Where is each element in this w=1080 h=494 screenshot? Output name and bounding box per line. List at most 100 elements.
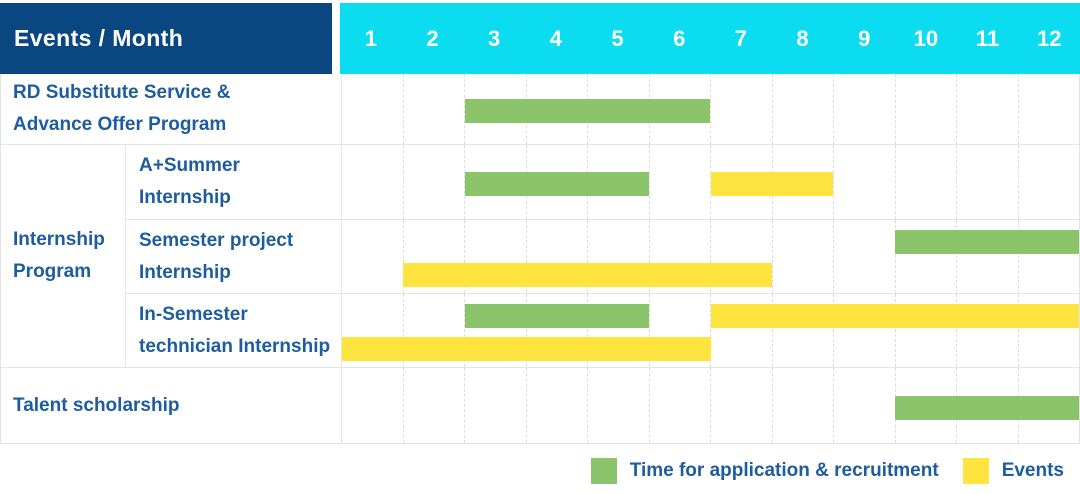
row-label-in-semester-technician: In-Semester technician Internship: [125, 293, 341, 367]
month-gridline-column: [710, 294, 772, 367]
month-gridline-column: [648, 294, 711, 367]
month-gridline-column: [894, 220, 957, 293]
bar-lines: [342, 294, 1079, 367]
row-label-talent-scholarship: Talent scholarship: [1, 367, 341, 443]
month-gridline-column: [710, 220, 772, 293]
month-gridline-column: [402, 220, 465, 293]
month-gridline-column: [833, 220, 895, 293]
month-gridline-column: [648, 220, 711, 293]
month-label-1: 1: [364, 25, 377, 51]
month-gridline-column: [771, 74, 834, 144]
month-gridlines: [342, 294, 1079, 367]
month-gridline-column: [1017, 74, 1080, 144]
chart-row-semester-project: [341, 219, 1079, 293]
bar-line: [342, 226, 1079, 259]
legend-item-application: Time for application & recruitment: [590, 458, 939, 484]
month-gridline-column: [1017, 294, 1080, 367]
month-gridline-column: [1017, 220, 1080, 293]
month-label-7: 7: [734, 25, 747, 51]
month-gridline-column: [402, 294, 465, 367]
month-gridline-column: [833, 74, 895, 144]
legend-label-events: Events: [1001, 460, 1064, 481]
bar-line: [342, 374, 1079, 441]
month-label-4: 4: [549, 25, 562, 51]
events-bar: [403, 262, 772, 287]
bar-line: [342, 259, 1079, 292]
month-gridline-column: [525, 294, 588, 367]
month-label-3: 3: [488, 25, 501, 51]
bar-lines: [342, 74, 1079, 144]
events-month-header-cell: Events / Month: [0, 3, 332, 74]
month-gridline-column: [402, 74, 465, 144]
month-gridline-column: [894, 294, 957, 367]
month-gridline-column: [525, 220, 588, 293]
month-gridline-column: [894, 74, 957, 144]
month-label-6: 6: [673, 25, 686, 51]
month-gridline-column: [1017, 145, 1080, 219]
green-swatch-icon: [590, 458, 617, 484]
chart-row-a-plus-summer: [341, 144, 1079, 219]
month-gridline-column: [833, 145, 895, 219]
month-gridline-column: [956, 294, 1018, 367]
month-gridline-column: [833, 294, 895, 367]
group-label-internship-program: Internship Program: [1, 144, 125, 367]
month-gridline-column: [464, 74, 526, 144]
month-gridline-column: [587, 294, 649, 367]
chart-row-rd-substitute: [341, 74, 1079, 144]
month-gridline-column: [956, 74, 1018, 144]
month-label-12: 12: [1036, 25, 1062, 51]
month-label-9: 9: [858, 25, 871, 51]
events-bar: [342, 336, 711, 361]
month-gridline-column: [771, 220, 834, 293]
application-bar: [464, 99, 711, 123]
bar-lines: [342, 220, 1079, 293]
month-gridline-column: [956, 145, 1018, 219]
month-gridline-column: [525, 368, 588, 443]
month-label-5: 5: [611, 25, 624, 51]
month-gridline-column: [464, 220, 526, 293]
month-gridlines: [342, 220, 1079, 293]
events-bar: [710, 172, 834, 196]
application-bar: [464, 304, 650, 329]
bar-line: [342, 151, 1079, 217]
table-header-row: Events / Month 1 2 3 4 5 6 7 8 9 10 11 12: [0, 3, 1080, 74]
application-bar: [894, 395, 1079, 420]
application-bar: [894, 230, 1079, 255]
month-label-10: 10: [913, 25, 939, 51]
month-gridline-column: [587, 368, 649, 443]
month-gridline-column: [771, 368, 834, 443]
application-bar: [464, 172, 650, 196]
month-label-8: 8: [796, 25, 809, 51]
month-gridline-column: [464, 294, 526, 367]
events-month-header-label: Events / Month: [14, 25, 184, 51]
month-header-strip: 1 2 3 4 5 6 7 8 9 10 11 12: [340, 3, 1080, 74]
month-label-11: 11: [975, 25, 1000, 51]
chart-row-in-semester-technician: [341, 293, 1079, 367]
month-gridline-column: [894, 145, 957, 219]
month-gridline-column: [833, 368, 895, 443]
bar-line: [342, 300, 1079, 333]
month-gridline-column: [464, 368, 526, 443]
month-gridline-column: [648, 368, 711, 443]
legend-label-application: Time for application & recruitment: [629, 460, 939, 481]
row-label-a-plus-summer: A+Summer Internship: [125, 144, 341, 219]
legend-item-events: Events: [962, 458, 1064, 484]
month-gridline-column: [587, 220, 649, 293]
month-gridline-column: [710, 74, 772, 144]
chart-row-talent-scholarship: [341, 367, 1079, 443]
month-gridline-column: [956, 220, 1018, 293]
row-label-semester-project: Semester project Internship: [125, 219, 341, 293]
header-gap: [332, 3, 340, 74]
month-gridline-column: [402, 145, 465, 219]
events-bar: [710, 304, 1079, 329]
month-label-2: 2: [426, 25, 439, 51]
month-gridline-column: [402, 368, 465, 443]
bar-lines: [342, 368, 1079, 443]
legend: Time for application & recruitment Event…: [590, 458, 1064, 484]
schedule-table-body: RD Substitute Service & Advance Offer Pr…: [0, 74, 1080, 444]
bar-line: [342, 333, 1079, 366]
month-gridline-column: [710, 145, 772, 219]
month-gridline-column: [464, 145, 526, 219]
yellow-swatch-icon: [962, 458, 989, 484]
